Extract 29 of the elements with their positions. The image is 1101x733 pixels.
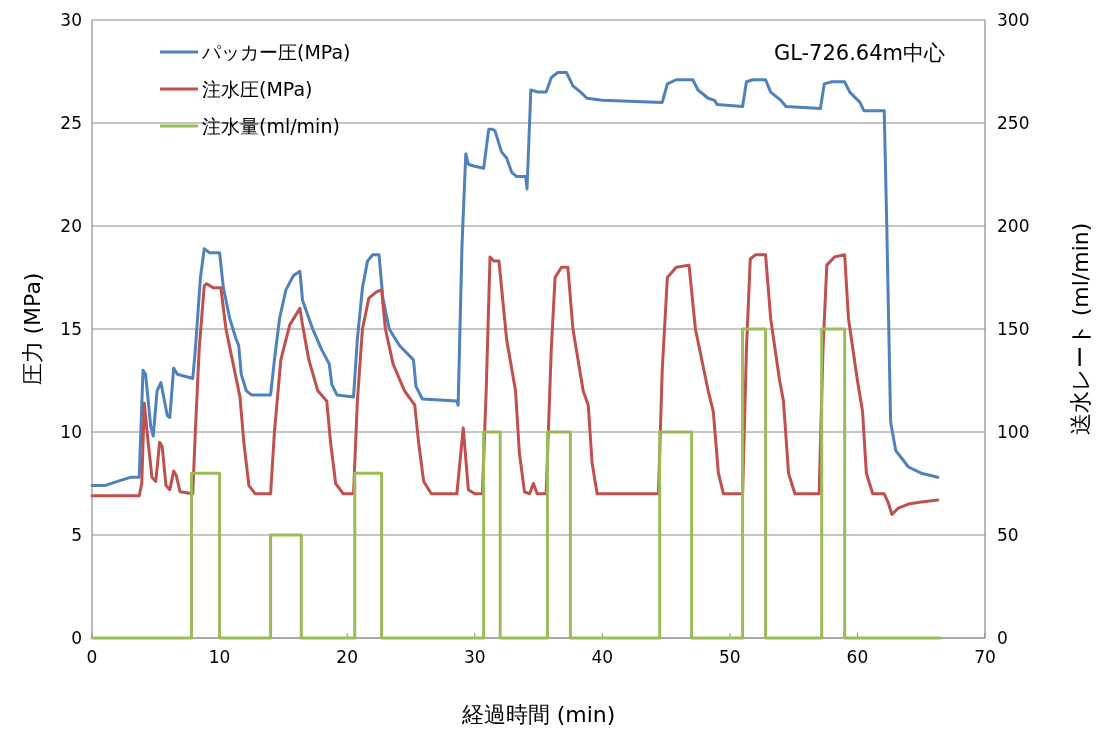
legend-label: 注水圧(MPa) <box>202 78 313 100</box>
y-tick-label: 30 <box>60 10 82 30</box>
y-tick-label: 15 <box>60 319 82 339</box>
x-tick-label: 50 <box>719 647 741 667</box>
x-axis-title: 経過時間 (min) <box>460 702 616 727</box>
y-axis-title: 圧力 (MPa) <box>20 272 45 386</box>
y2-tick-label: 250 <box>997 113 1030 133</box>
y-tick-label: 0 <box>71 628 82 648</box>
y-tick-label: 20 <box>60 216 82 236</box>
y2-tick-label: 100 <box>997 422 1030 442</box>
y2-axis-title: 送水レート (ml/min) <box>1068 222 1093 436</box>
x-tick-label: 0 <box>86 647 98 667</box>
y-tick-label: 25 <box>60 113 82 133</box>
x-tick-label: 70 <box>974 647 996 667</box>
x-tick-label: 40 <box>591 647 614 667</box>
x-tick-label: 10 <box>208 647 231 667</box>
legend-label: 注水量(ml/min) <box>202 115 340 137</box>
y2-tick-label: 150 <box>997 319 1030 339</box>
y2-tick-label: 0 <box>997 628 1008 648</box>
annotation: GL-726.64m中心 <box>773 41 945 65</box>
legend-label: パッカー圧(MPa) <box>201 41 351 63</box>
x-tick-label: 20 <box>336 647 358 667</box>
y-tick-label: 5 <box>71 525 82 545</box>
y-tick-label: 10 <box>60 422 82 442</box>
x-tick-label: 60 <box>846 647 869 667</box>
x-tick-label: 30 <box>463 647 486 667</box>
y2-tick-label: 300 <box>997 10 1030 30</box>
y2-tick-label: 50 <box>997 525 1019 545</box>
y2-tick-label: 200 <box>997 216 1030 236</box>
